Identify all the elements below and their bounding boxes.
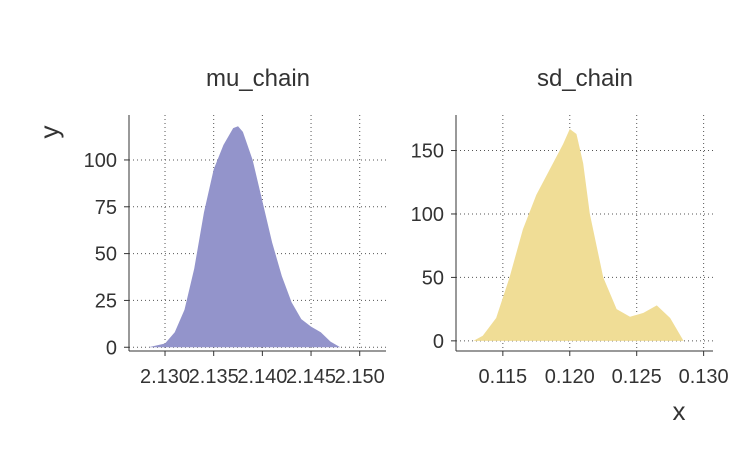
panel-mu-chain: mu_chain 0 25 50 75 100 2.1302.1352.1402.145…: [84, 65, 386, 388]
x-tick-labels: 0.115 0.120 0.125 0.130: [479, 366, 729, 388]
x-tick-label: 0.115: [479, 366, 528, 388]
panel-title: sd_chain: [537, 65, 633, 92]
panel-sd-chain: sd_chain 0 50 100 150 0.115 0.120 0.125 0.130: [411, 65, 729, 388]
y-tick-label: 25: [95, 290, 117, 312]
y-tick-labels: 0 25 50 75 100: [84, 150, 117, 359]
axes: [124, 115, 386, 356]
x-tick-label: 2.145: [286, 366, 336, 388]
y-tick-labels: 0 50 100 150: [411, 141, 444, 353]
x-tick-label: 0.125: [612, 366, 662, 388]
y-tick-label: 50: [422, 267, 444, 289]
x-tick-label: 2.130: [140, 366, 190, 388]
axes: [451, 115, 713, 356]
y-tick-label: 75: [95, 197, 117, 219]
y-tick-label: 150: [411, 141, 444, 163]
y-tick-label: 100: [411, 204, 444, 226]
x-tick-label: 0.130: [679, 366, 729, 388]
panel-title: mu_chain: [206, 65, 310, 92]
x-axis-label: x: [673, 396, 686, 426]
y-axis-label: y: [34, 126, 64, 139]
x-tick-label: 2.150: [335, 366, 385, 388]
density-area: [148, 126, 341, 348]
y-tick-label: 100: [84, 150, 117, 172]
x-tick-label: 2.140: [237, 366, 287, 388]
y-tick-label: 50: [95, 244, 117, 266]
y-tick-label: 0: [433, 331, 444, 353]
x-tick-label: 2.135: [189, 366, 239, 388]
x-tick-label: 0.120: [545, 366, 595, 388]
density-area: [473, 128, 684, 341]
y-tick-label: 0: [106, 337, 117, 359]
